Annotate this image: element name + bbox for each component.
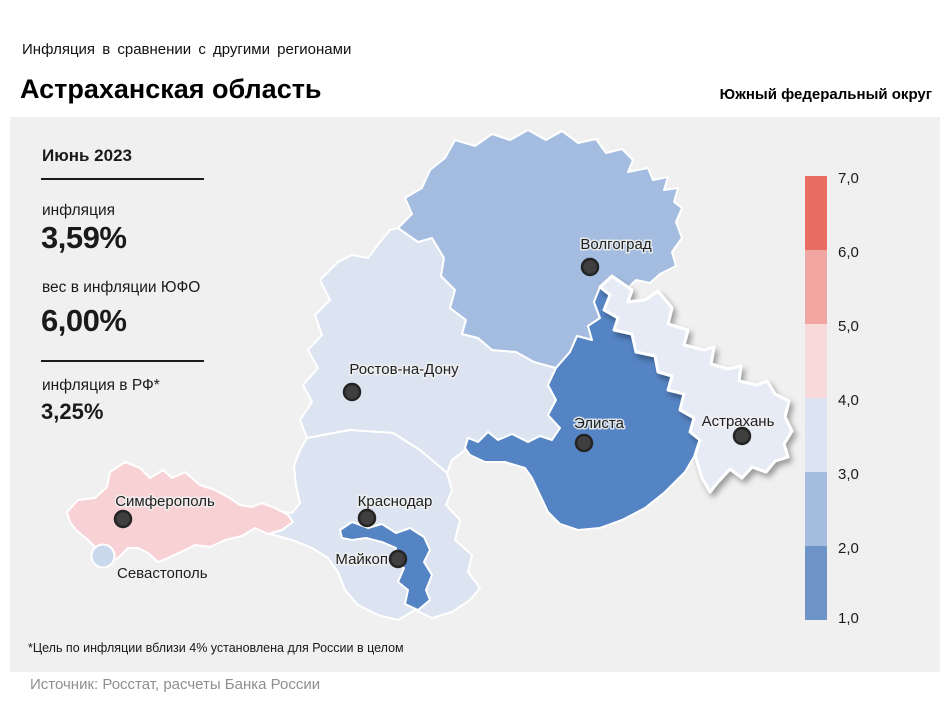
rf-inflation-label: инфляция в РФ*: [42, 377, 160, 394]
period-label: Июнь 2023: [42, 146, 132, 165]
city-label-simferopol: Симферополь: [115, 493, 215, 510]
legend-colorbar: 7,0 6,0 5,0 4,0 3,0 2,0 1,0: [805, 170, 859, 627]
region-crimea: [66, 461, 294, 563]
city-sevastopol: Севастополь: [116, 564, 210, 584]
legend-segment: [805, 546, 827, 620]
legend-segment: [805, 250, 827, 324]
city-label-rostov-na-donu: Ростов-на-Дону: [349, 361, 459, 378]
legend-segment: [805, 324, 827, 398]
city-marker-maykop: [388, 549, 408, 569]
inflation-label: инфляция: [42, 202, 115, 219]
region-adygea: [339, 521, 433, 611]
city-rostov-na-donu: Ростов-на-Дону: [342, 360, 461, 402]
legend-tick: 4,0: [838, 392, 859, 409]
city-maykop: Майкоп: [334, 549, 408, 570]
legend-segment: [805, 176, 827, 250]
city-label-volgograd: Волгоград: [580, 236, 651, 253]
divider-line: [41, 360, 204, 362]
city-simferopol: Симферополь: [113, 492, 216, 529]
city-label-astrakhan: Астрахань: [702, 413, 775, 430]
weight-label: вес в инфляции ЮФО: [42, 279, 201, 296]
city-marker-elista: [574, 433, 594, 453]
city-label-maykop: Майкоп: [335, 551, 388, 568]
choropleth-map: Волгоград Ростов-на-Дону Элиста Астрахан…: [66, 129, 859, 627]
weight-value: 6,00%: [41, 303, 127, 338]
legend-tick: 2,0: [838, 540, 859, 557]
legend-tick: 1,0: [838, 610, 859, 627]
rf-inflation-value: 3,25%: [41, 399, 104, 424]
city-marker-astrakhan: [732, 426, 752, 446]
map-panel: Июнь 2023 инфляция 3,59% вес в инфляции …: [10, 117, 940, 672]
source-line: Источник: Росстат, расчеты Банка России: [30, 676, 321, 693]
city-label-sevastopol: Севастополь: [117, 565, 208, 582]
legend-tick: 3,0: [838, 466, 859, 483]
region-sevastopol: [90, 543, 116, 569]
inflation-value: 3,59%: [41, 220, 127, 255]
legend-segment: [805, 398, 827, 472]
city-volgograd: Волгоград: [579, 235, 653, 277]
divider-line: [41, 178, 204, 180]
legend-tick: 5,0: [838, 318, 859, 335]
city-astrakhan: Астрахань: [700, 412, 776, 446]
city-krasnodar: Краснодар: [356, 492, 434, 528]
page-title: Астраханская область: [20, 74, 322, 104]
city-marker-krasnodar: [357, 508, 377, 528]
city-elista: Элиста: [573, 414, 626, 453]
city-label-elista: Элиста: [574, 415, 625, 432]
legend-tick: 6,0: [838, 244, 859, 261]
federal-district-label: Южный федеральный округ: [719, 86, 932, 103]
city-marker-rostov-na-donu: [342, 382, 362, 402]
report-subtitle: Инфляция в сравнении с другими регионами: [22, 41, 352, 58]
city-label-krasnodar: Краснодар: [358, 493, 433, 510]
region-volgograd-oblast: [397, 129, 683, 369]
city-marker-simferopol: [113, 509, 133, 529]
city-marker-volgograd: [580, 257, 600, 277]
legend-tick: 7,0: [838, 170, 859, 187]
legend-segment: [805, 472, 827, 546]
footnote: *Цель по инфляции вблизи 4% установлена …: [28, 641, 404, 655]
